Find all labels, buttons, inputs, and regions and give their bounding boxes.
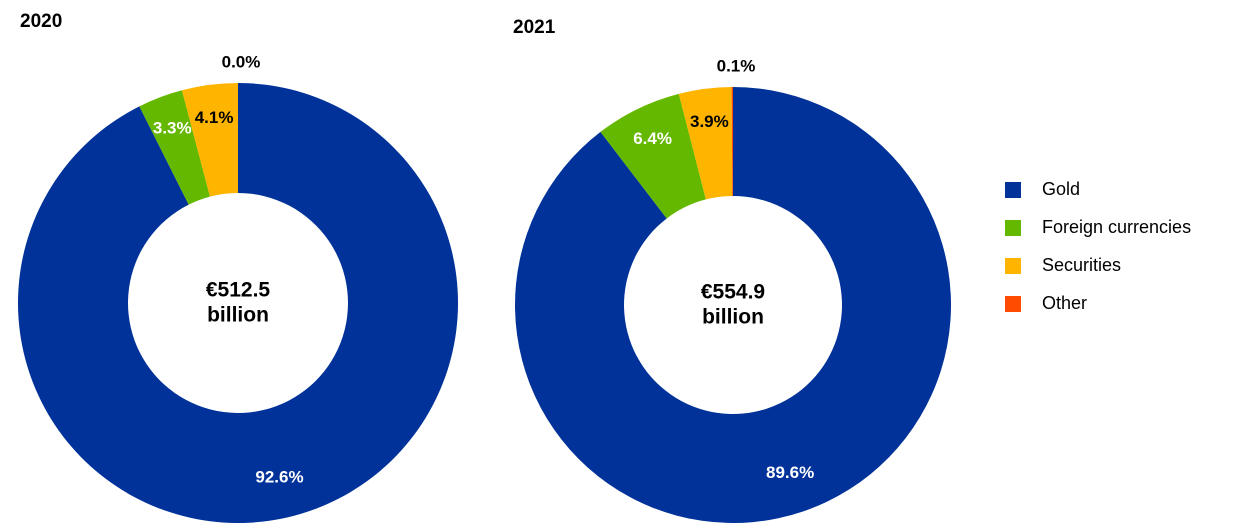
legend-swatch (1005, 296, 1021, 312)
value-label: 92.6% (255, 468, 303, 487)
donut-segment (18, 83, 459, 523)
donut-segment (600, 93, 706, 219)
legend-label: Gold (1042, 179, 1080, 199)
value-label: 0.0% (222, 52, 261, 71)
chart-title: 2021 (513, 17, 556, 38)
center-label: €512.5 (206, 279, 271, 302)
value-label: 6.4% (633, 129, 672, 148)
legend-swatch (1005, 258, 1021, 274)
legend-label: Securities (1042, 255, 1121, 275)
chart-title: 2020 (20, 11, 62, 32)
value-label: 89.6% (766, 463, 814, 482)
legend-swatch (1005, 182, 1021, 198)
donut-segment (515, 87, 951, 523)
value-label: 4.1% (195, 108, 234, 127)
value-label: 3.3% (153, 118, 192, 137)
donut-segment (181, 83, 238, 197)
legend-swatch (1005, 220, 1021, 236)
center-label: billion (702, 306, 764, 329)
legend-label: Other (1042, 293, 1087, 313)
donut-segment (139, 90, 210, 205)
legend-label: Foreign currencies (1042, 217, 1191, 237)
value-label: 3.9% (690, 112, 729, 131)
center-label: €554.9 (701, 281, 765, 304)
donut-segment (731, 87, 733, 197)
value-label: 0.1% (717, 56, 756, 75)
center-label: billion (207, 304, 269, 327)
donut-segment (678, 87, 733, 200)
